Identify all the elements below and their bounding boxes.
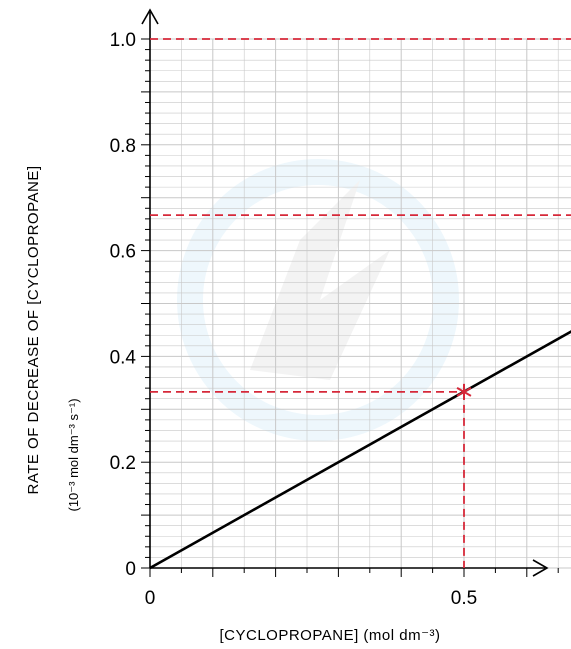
series-line bbox=[149, 330, 571, 570]
y-tick-label: 0.6 bbox=[110, 242, 136, 263]
y-tick-label: 0.4 bbox=[110, 347, 137, 368]
guide-lines bbox=[150, 38, 571, 568]
data-point-marker bbox=[456, 383, 472, 400]
marker-stroke bbox=[456, 386, 472, 397]
x-axis-title: [CYCLOPROPANE] (mol dm⁻³) bbox=[220, 627, 441, 644]
y-tick-label: 1.0 bbox=[110, 30, 136, 51]
y-axis-unit: (10⁻³ mol dm⁻³ s⁻¹) bbox=[66, 398, 81, 511]
grid bbox=[149, 38, 571, 569]
tick-labels: 00.51.01.500.20.40.60.81.0 bbox=[110, 30, 478, 609]
axes bbox=[141, 8, 559, 577]
x-tick-label: 0.5 bbox=[451, 588, 477, 609]
y-tick-label: 0.2 bbox=[110, 453, 136, 474]
y-axis-arrow bbox=[141, 8, 159, 25]
y-tick-label: 0.8 bbox=[110, 136, 136, 157]
series-group bbox=[149, 330, 571, 570]
x-tick-label: 0 bbox=[145, 588, 156, 609]
y-tick-label: 0 bbox=[125, 559, 136, 580]
data-markers bbox=[456, 383, 472, 400]
watermark-logo bbox=[177, 159, 459, 441]
x-axis-arrow bbox=[532, 559, 549, 577]
y-axis-title: RATE OF DECREASE OF [CYCLOPROPANE] bbox=[25, 166, 42, 495]
